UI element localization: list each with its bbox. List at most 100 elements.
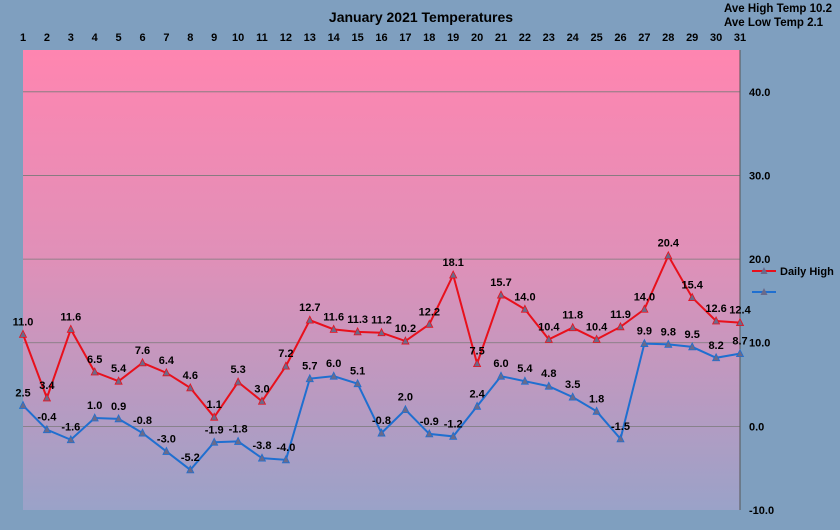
x-tick-label: 6 xyxy=(139,32,145,44)
data-point xyxy=(735,317,745,327)
data-label: -1.8 xyxy=(229,423,248,435)
data-label: 12.2 xyxy=(419,306,440,318)
data-label: 12.4 xyxy=(729,305,751,317)
data-point xyxy=(18,400,28,409)
data-label: -1.2 xyxy=(444,418,463,430)
chart-title: January 2021 Temperatures xyxy=(329,9,513,25)
data-label: 4.8 xyxy=(541,368,556,380)
y-axis: -10.0 0.0 10.0 20.0 30.0 40.0 xyxy=(739,50,774,517)
data-point xyxy=(42,424,52,434)
data-point xyxy=(688,342,697,351)
x-tick-label: 9 xyxy=(211,32,217,44)
legend: Daily High xyxy=(752,266,834,295)
data-point xyxy=(640,338,649,347)
gridlines xyxy=(23,91,740,427)
x-tick-label: 21 xyxy=(495,32,507,44)
x-tick-label: 16 xyxy=(375,32,387,44)
x-tick-label: 7 xyxy=(163,32,169,44)
data-point xyxy=(449,270,458,279)
data-point xyxy=(616,434,625,443)
data-label: 1.8 xyxy=(589,393,604,405)
data-point xyxy=(353,378,362,388)
data-point xyxy=(688,292,697,301)
data-label: -1.9 xyxy=(205,424,224,436)
data-point xyxy=(711,316,721,325)
y-tick-label: 20.0 xyxy=(749,254,770,266)
data-labels: 11.0 3.4 11.6 6.5 5.4 7.6 6.4 4.6 1.1 5.3 3.0 7.2 12… xyxy=(13,238,752,464)
data-point xyxy=(449,431,458,440)
data-point xyxy=(401,336,410,345)
data-point xyxy=(233,377,243,386)
x-tick-label: 3 xyxy=(68,32,74,44)
data-point xyxy=(281,361,291,370)
data-label: 6.4 xyxy=(159,355,175,367)
data-point xyxy=(520,376,530,385)
data-point xyxy=(472,401,482,410)
x-tick-label: 18 xyxy=(423,32,435,44)
x-tick-label: 19 xyxy=(447,32,459,44)
data-point xyxy=(472,358,482,368)
data-label: -0.9 xyxy=(420,416,439,428)
data-point xyxy=(186,464,195,474)
data-point xyxy=(138,357,147,367)
data-label: 10.2 xyxy=(395,323,416,335)
data-label: 6.5 xyxy=(87,354,102,366)
data-point xyxy=(257,396,267,405)
data-label: 3.4 xyxy=(39,380,55,392)
data-label: 9.8 xyxy=(661,326,676,338)
data-point xyxy=(186,382,195,392)
x-tick-label: 8 xyxy=(187,32,193,44)
data-label: 15.7 xyxy=(490,277,511,289)
x-tick-label: 24 xyxy=(567,32,580,44)
x-tick-label: 23 xyxy=(543,32,555,44)
data-point xyxy=(425,319,434,328)
x-tick-label: 28 xyxy=(662,32,674,44)
data-point xyxy=(18,329,28,338)
data-point xyxy=(401,404,410,414)
data-point xyxy=(162,446,171,455)
data-label: 7.6 xyxy=(135,345,150,357)
data-point xyxy=(353,326,362,336)
x-tick-label: 11 xyxy=(256,32,268,44)
data-point xyxy=(329,324,338,333)
series-layer xyxy=(18,250,745,474)
x-tick-label: 30 xyxy=(710,32,722,44)
data-label: 7.5 xyxy=(469,346,484,358)
data-label: 12.6 xyxy=(705,303,726,315)
data-point xyxy=(664,339,673,348)
data-point xyxy=(568,392,577,401)
data-label: 18.1 xyxy=(442,257,463,269)
data-point xyxy=(664,250,673,260)
data-point xyxy=(711,352,721,362)
data-point xyxy=(640,304,649,313)
data-point xyxy=(90,367,99,376)
data-label: 14.0 xyxy=(634,291,655,303)
data-label: 11.6 xyxy=(60,311,81,323)
data-label: 11.0 xyxy=(13,316,34,328)
data-label: 6.0 xyxy=(326,358,341,370)
data-point xyxy=(114,413,123,423)
data-label: 7.2 xyxy=(278,348,293,360)
data-label: 12.7 xyxy=(299,302,320,314)
ave-low-summary: Ave Low Temp 2.1 xyxy=(724,17,824,29)
data-label: 2.4 xyxy=(469,388,485,400)
data-point xyxy=(210,437,219,446)
data-label: 3.0 xyxy=(254,383,269,395)
data-point xyxy=(377,428,386,437)
data-point xyxy=(114,376,123,385)
x-tick-label: 12 xyxy=(280,32,292,44)
data-label: 11.6 xyxy=(323,311,344,323)
y-tick-label: -10.0 xyxy=(749,505,774,517)
data-point xyxy=(568,322,577,332)
y-tick-label: 0.0 xyxy=(749,421,764,433)
data-label: -4.0 xyxy=(276,442,295,454)
x-tick-label: 27 xyxy=(638,32,650,44)
x-tick-label: 31 xyxy=(734,32,746,44)
x-tick-label: 25 xyxy=(590,32,602,44)
x-tick-label: 10 xyxy=(232,32,244,44)
data-point xyxy=(496,371,506,380)
data-label: 3.5 xyxy=(565,379,580,391)
data-label: 11.8 xyxy=(562,310,583,322)
x-tick-label: 15 xyxy=(351,32,363,44)
data-label: 9.5 xyxy=(685,329,700,341)
